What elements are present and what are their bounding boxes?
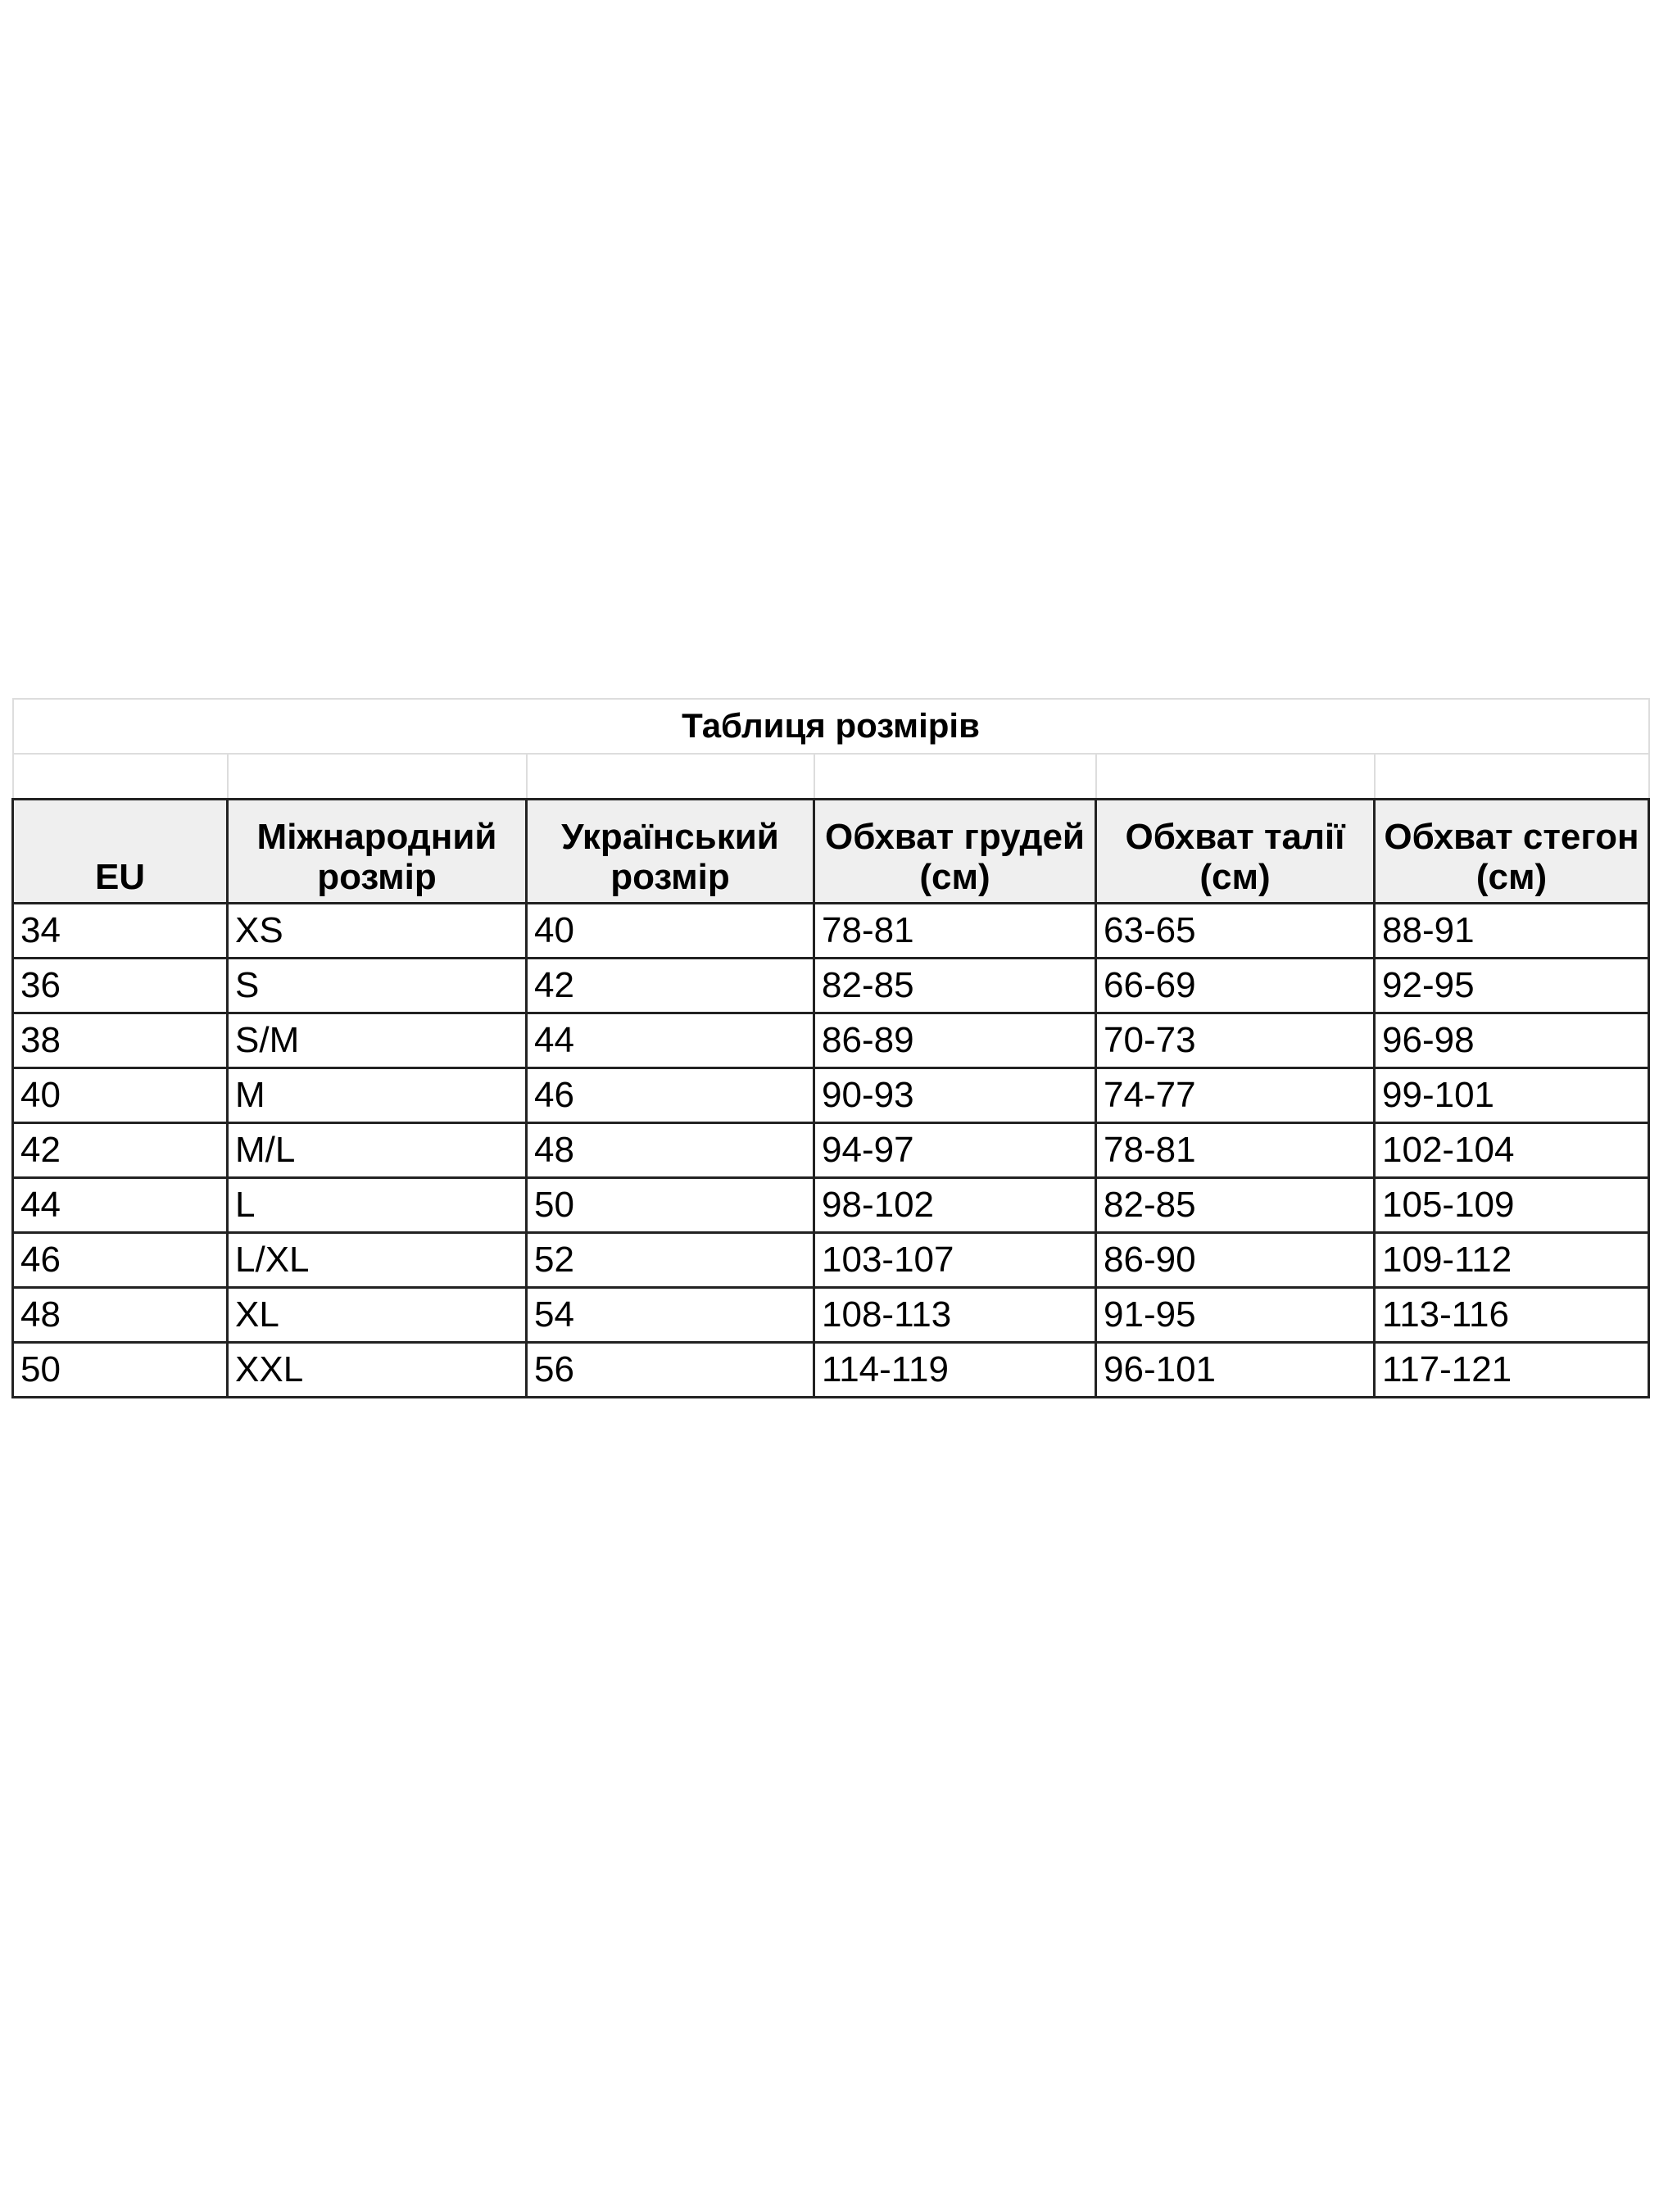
cell-waist: 82-85 [1095,1176,1376,1234]
cell-eu: 40 [11,1067,229,1124]
cell-chest: 98-102 [813,1176,1097,1234]
cell-ukrainian: 42 [525,957,815,1014]
cell-international: XXL [226,1341,528,1398]
table-row: 48 XL 54 108-113 91-95 113-116 [11,1286,1650,1344]
cell-eu: 42 [11,1122,229,1179]
cell-ukrainian: 44 [525,1012,815,1069]
cell-waist: 66-69 [1095,957,1376,1014]
cell-ukrainian: 40 [525,902,815,959]
cell-chest: 78-81 [813,902,1097,959]
title-row: Таблиця розмірів [11,698,1650,755]
empty-cell [813,753,1097,800]
empty-cell [226,753,528,800]
table-row: 34 XS 40 78-81 63-65 88-91 [11,902,1650,959]
header-international-size: Міжнародний розмір [226,798,528,904]
cell-hips: 99-101 [1373,1067,1650,1124]
table-title: Таблиця розмірів [11,698,1650,755]
cell-ukrainian: 48 [525,1122,815,1179]
table-row: 46 L/XL 52 103-107 86-90 109-112 [11,1231,1650,1289]
cell-hips: 102-104 [1373,1122,1650,1179]
cell-chest: 90-93 [813,1067,1097,1124]
empty-cell [11,753,229,800]
cell-eu: 44 [11,1176,229,1234]
cell-eu: 50 [11,1341,229,1398]
empty-cell [1373,753,1650,800]
cell-ukrainian: 54 [525,1286,815,1344]
cell-chest: 94-97 [813,1122,1097,1179]
cell-waist: 74-77 [1095,1067,1376,1124]
cell-chest: 114-119 [813,1341,1097,1398]
empty-cell [1095,753,1376,800]
cell-eu: 48 [11,1286,229,1344]
table-row: 38 S/M 44 86-89 70-73 96-98 [11,1012,1650,1069]
cell-eu: 36 [11,957,229,1014]
cell-international: XL [226,1286,528,1344]
table-row: 42 M/L 48 94-97 78-81 102-104 [11,1122,1650,1179]
table-row: 36 S 42 82-85 66-69 92-95 [11,957,1650,1014]
cell-ukrainian: 52 [525,1231,815,1289]
cell-ukrainian: 56 [525,1341,815,1398]
cell-hips: 117-121 [1373,1341,1650,1398]
cell-waist: 78-81 [1095,1122,1376,1179]
cell-international: S/M [226,1012,528,1069]
cell-ukrainian: 46 [525,1067,815,1124]
header-chest: Обхват грудей (см) [813,798,1097,904]
empty-cell [525,753,815,800]
cell-waist: 86-90 [1095,1231,1376,1289]
cell-chest: 103-107 [813,1231,1097,1289]
cell-international: L [226,1176,528,1234]
cell-hips: 96-98 [1373,1012,1650,1069]
cell-chest: 86-89 [813,1012,1097,1069]
cell-hips: 113-116 [1373,1286,1650,1344]
table-row: 50 XXL 56 114-119 96-101 117-121 [11,1341,1650,1398]
cell-waist: 63-65 [1095,902,1376,959]
cell-waist: 91-95 [1095,1286,1376,1344]
header-hips: Обхват стегон (см) [1373,798,1650,904]
cell-ukrainian: 50 [525,1176,815,1234]
cell-hips: 109-112 [1373,1231,1650,1289]
cell-waist: 70-73 [1095,1012,1376,1069]
cell-chest: 82-85 [813,957,1097,1014]
table-row: 40 M 46 90-93 74-77 99-101 [11,1067,1650,1124]
header-waist: Обхват талії (см) [1095,798,1376,904]
cell-eu: 46 [11,1231,229,1289]
cell-chest: 108-113 [813,1286,1097,1344]
cell-international: S [226,957,528,1014]
cell-international: L/XL [226,1231,528,1289]
size-chart-table: Таблиця розмірів EU Міжнародний розмір У… [11,698,1650,1398]
cell-international: M [226,1067,528,1124]
cell-eu: 38 [11,1012,229,1069]
cell-international: M/L [226,1122,528,1179]
cell-eu: 34 [11,902,229,959]
cell-international: XS [226,902,528,959]
cell-hips: 88-91 [1373,902,1650,959]
empty-row [11,753,1650,800]
header-ukrainian-size: Український розмір [525,798,815,904]
cell-hips: 92-95 [1373,957,1650,1014]
header-row: EU Міжнародний розмір Український розмір… [11,798,1650,904]
header-eu: EU [11,798,229,904]
table-row: 44 L 50 98-102 82-85 105-109 [11,1176,1650,1234]
cell-waist: 96-101 [1095,1341,1376,1398]
cell-hips: 105-109 [1373,1176,1650,1234]
